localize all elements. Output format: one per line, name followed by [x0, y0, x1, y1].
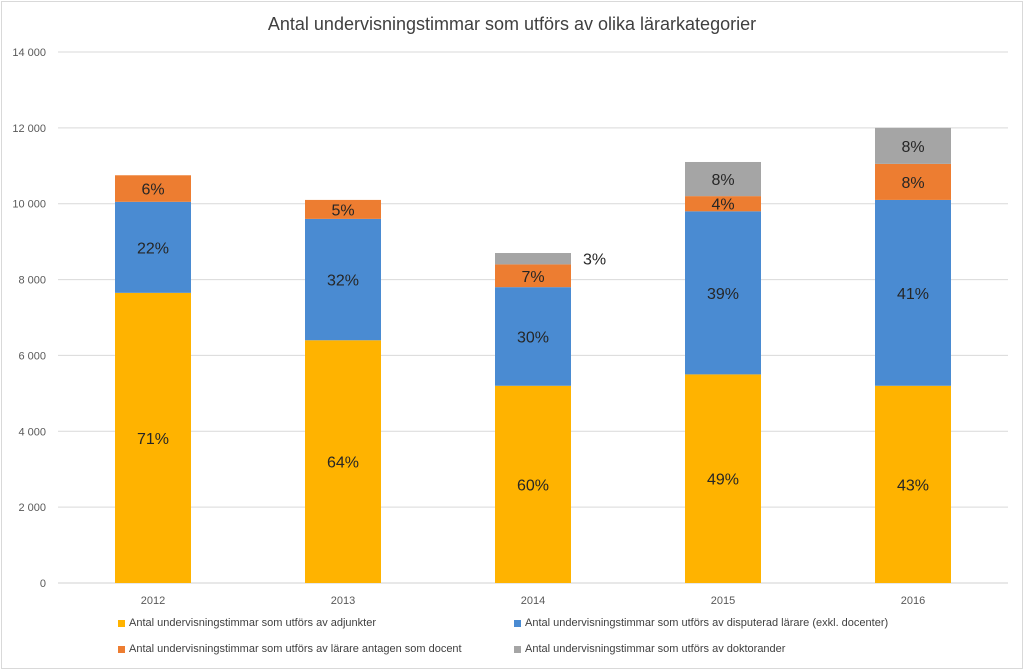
- data-labels: 71% 22% 6% 64% 32% 5% 60% 30% 7% 3% 49% 39% 4% 8% 43% 4…: [137, 139, 929, 495]
- data-label: 5%: [331, 202, 354, 219]
- data-label: 49%: [707, 472, 739, 489]
- bar-segment: [685, 374, 761, 583]
- legend-swatch: [118, 645, 125, 653]
- bar-segment: [305, 340, 381, 583]
- bar-segment: [685, 196, 761, 212]
- y-tick-label: 8 000: [18, 275, 46, 287]
- data-label: 39%: [707, 286, 739, 303]
- bars: [115, 127, 951, 583]
- bar-segment: [875, 385, 951, 583]
- data-label: 41%: [897, 286, 929, 303]
- legend-label: Antal undervisningstimmar som utförs av …: [129, 617, 376, 629]
- bar-segment: [115, 201, 191, 293]
- y-tick-label: 4 000: [18, 426, 46, 438]
- y-tick-label: 2 000: [18, 502, 46, 514]
- bar-segment: [305, 218, 381, 341]
- legend-swatch: [514, 645, 521, 653]
- y-tick-label: 10 000: [12, 199, 46, 211]
- legend-label: Antal undervisningstimmar som utförs av …: [129, 643, 462, 655]
- bar-segment: [875, 163, 951, 200]
- legend-label: Antal undervisningstimmar som utförs av …: [525, 617, 889, 629]
- chart-title: Antal undervisningstimmar som utförs av …: [268, 14, 756, 34]
- y-tick-label: 12 000: [12, 123, 46, 135]
- legend-item-doktorander[interactable]: Antal undervisningstimmar som utförs av …: [514, 643, 785, 655]
- legend-item-adjunkter[interactable]: Antal undervisningstimmar som utförs av …: [118, 617, 376, 629]
- bar-segment: [115, 175, 191, 202]
- x-tick-label: 2015: [711, 595, 735, 607]
- x-tick-label: 2013: [331, 595, 355, 607]
- legend-label: Antal undervisningstimmar som utförs av …: [525, 643, 786, 655]
- y-axis: 0 2 000 4 000 6 000 8 000 10 000 12 000 14 000: [12, 47, 46, 590]
- bar-segment: [875, 199, 951, 386]
- data-label: 3%: [583, 252, 606, 269]
- data-label: 32%: [327, 273, 359, 290]
- legend-item-docent[interactable]: Antal undervisningstimmar som utförs av …: [118, 643, 462, 655]
- y-tick-label: 0: [40, 578, 46, 590]
- data-label: 30%: [517, 329, 549, 346]
- bar-segment: [685, 161, 761, 197]
- data-label: 8%: [901, 175, 924, 192]
- x-axis: 2012 2013 2014 2015 2016: [141, 595, 925, 607]
- bar-segment: [115, 292, 191, 583]
- data-label: 64%: [327, 455, 359, 472]
- bar-segment: [305, 199, 381, 219]
- y-tick-label: 6 000: [18, 350, 46, 362]
- y-tick-label: 14 000: [12, 47, 46, 59]
- data-label: 60%: [517, 477, 549, 494]
- data-label: 71%: [137, 431, 169, 448]
- legend-item-disputerad[interactable]: Antal undervisningstimmar som utförs av …: [514, 617, 888, 629]
- bar-segment: [685, 211, 761, 375]
- bar-segment: [495, 253, 571, 265]
- legend-swatch: [514, 619, 521, 627]
- data-label: 8%: [901, 139, 924, 156]
- data-label: 43%: [897, 477, 929, 494]
- legend-swatch: [118, 619, 125, 627]
- data-label: 4%: [711, 197, 734, 214]
- data-label: 8%: [711, 172, 734, 189]
- data-label: 6%: [141, 182, 164, 199]
- data-label: 7%: [521, 269, 544, 286]
- bar-segment: [875, 127, 951, 164]
- data-label: 22%: [137, 240, 169, 257]
- x-tick-label: 2016: [901, 595, 925, 607]
- bar-segment: [495, 264, 571, 288]
- x-tick-label: 2014: [521, 595, 545, 607]
- x-tick-label: 2012: [141, 595, 165, 607]
- bar-segment: [495, 287, 571, 386]
- bar-segment: [495, 385, 571, 583]
